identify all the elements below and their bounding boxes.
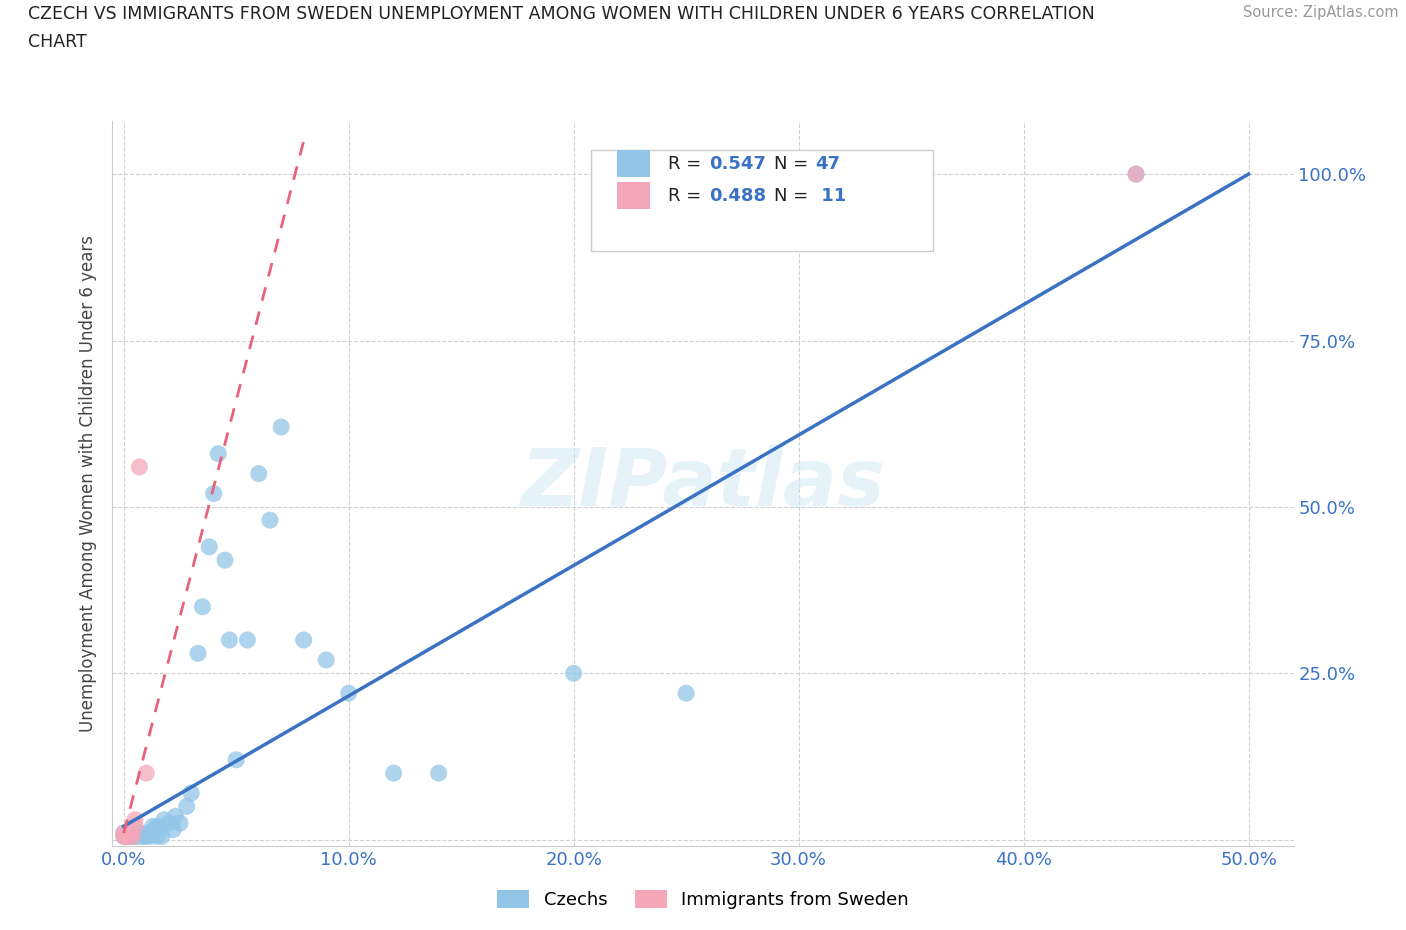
Text: R =: R = <box>668 187 707 205</box>
Text: N =: N = <box>773 154 814 173</box>
Point <box>127 829 149 844</box>
Text: Source: ZipAtlas.com: Source: ZipAtlas.com <box>1243 5 1399 20</box>
Point <box>214 552 236 567</box>
Point <box>112 826 135 841</box>
Legend: Czechs, Immigrants from Sweden: Czechs, Immigrants from Sweden <box>489 883 917 916</box>
Text: 11: 11 <box>815 187 846 205</box>
Point <box>207 446 229 461</box>
Point <box>139 829 162 844</box>
Point <box>153 812 176 827</box>
Point <box>236 632 259 647</box>
Text: 47: 47 <box>815 154 841 173</box>
Point <box>132 829 155 844</box>
Point <box>165 809 187 824</box>
Point <box>120 826 142 841</box>
Point <box>146 819 169 834</box>
FancyBboxPatch shape <box>617 150 650 178</box>
Point <box>270 419 292 434</box>
Text: CZECH VS IMMIGRANTS FROM SWEDEN UNEMPLOYMENT AMONG WOMEN WITH CHILDREN UNDER 6 Y: CZECH VS IMMIGRANTS FROM SWEDEN UNEMPLOY… <box>28 5 1095 22</box>
Point <box>1125 166 1147 181</box>
Point <box>143 822 166 837</box>
Point <box>176 799 198 814</box>
Point <box>135 765 157 780</box>
Text: R =: R = <box>668 154 707 173</box>
Point <box>115 829 138 844</box>
Point <box>427 765 450 780</box>
Point <box>315 653 337 668</box>
Point <box>150 829 173 844</box>
Y-axis label: Unemployment Among Women with Children Under 6 years: Unemployment Among Women with Children U… <box>79 235 97 732</box>
Point <box>247 466 270 481</box>
Point <box>131 829 153 844</box>
Point <box>259 512 281 527</box>
Point <box>202 486 225 501</box>
Point <box>225 752 247 767</box>
Point <box>124 829 146 844</box>
Point <box>135 829 157 844</box>
Point <box>124 812 146 827</box>
Point <box>142 819 165 834</box>
Point <box>128 459 150 474</box>
Text: ZIPatlas: ZIPatlas <box>520 445 886 523</box>
FancyBboxPatch shape <box>617 182 650 209</box>
Point <box>169 816 191 830</box>
Point <box>337 685 360 700</box>
Point <box>146 829 169 844</box>
Point <box>124 827 146 842</box>
Point <box>292 632 315 647</box>
Point <box>112 826 135 841</box>
Point <box>162 822 184 837</box>
Point <box>157 816 180 830</box>
Point <box>180 786 202 801</box>
Text: N =: N = <box>773 187 814 205</box>
Point <box>112 829 135 844</box>
Text: 0.488: 0.488 <box>709 187 766 205</box>
Text: CHART: CHART <box>28 33 87 50</box>
Point <box>121 829 143 844</box>
Point <box>115 829 138 844</box>
Point <box>198 539 221 554</box>
Point <box>121 829 143 844</box>
Point <box>117 827 139 842</box>
Point <box>135 826 157 841</box>
Point <box>117 829 139 844</box>
Text: 0.547: 0.547 <box>709 154 766 173</box>
Point <box>1125 166 1147 181</box>
Point <box>382 765 405 780</box>
Point <box>191 599 214 614</box>
Point <box>124 819 146 834</box>
Point <box>112 829 135 844</box>
Point <box>128 826 150 841</box>
Point <box>562 666 585 681</box>
FancyBboxPatch shape <box>591 150 934 251</box>
Point <box>218 632 240 647</box>
Point <box>187 645 209 660</box>
Point <box>675 685 697 700</box>
Point <box>120 829 142 844</box>
